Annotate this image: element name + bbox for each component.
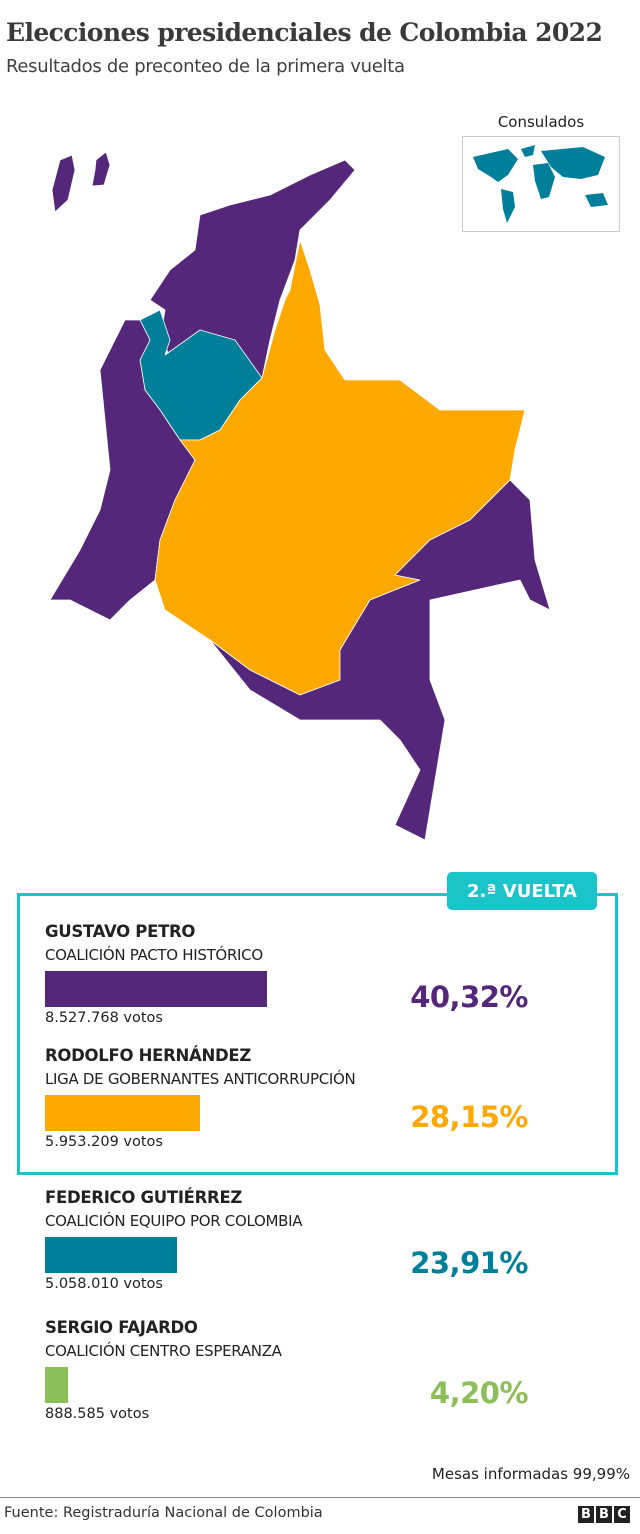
vote-bar [45, 1237, 177, 1273]
mesas-informadas: Mesas informadas 99,99% [431, 1465, 630, 1483]
candidate-party: COALICIÓN EQUIPO POR COLOMBIA [45, 1212, 303, 1230]
vote-percent: 4,20% [429, 1376, 529, 1410]
vote-bar [45, 971, 267, 1007]
vote-count: 5.953.209 votos [45, 1134, 163, 1150]
vote-count: 8.527.768 votos [45, 1010, 163, 1026]
vote-bar [45, 1095, 200, 1131]
colombia-map [49, 151, 551, 841]
region-pacific [49, 319, 196, 621]
page-subtitle: Resultados de preconteo de la primera vu… [6, 56, 405, 77]
candidate-name: SERGIO FAJARDO [45, 1318, 198, 1337]
candidate-gutierrez: FEDERICO GUTIÉRREZ COALICIÓN EQUIPO POR … [45, 1188, 605, 1292]
candidate-petro: GUSTAVO PETRO COALICIÓN PACTO HISTÓRICO … [45, 922, 605, 1026]
candidate-name: RODOLFO HERNÁNDEZ [45, 1046, 252, 1065]
consulates-world-map [462, 136, 620, 232]
page-title: Elecciones presidenciales de Colombia 20… [6, 18, 603, 47]
region-north-caribbean [149, 159, 356, 379]
vote-percent: 23,91% [410, 1246, 528, 1280]
candidate-fajardo: SERGIO FAJARDO COALICIÓN CENTRO ESPERANZ… [45, 1318, 605, 1422]
inset-label: Consulados [497, 113, 585, 131]
vote-count: 888.585 votos [45, 1406, 150, 1422]
vote-count: 5.058.010 votos [45, 1276, 163, 1292]
candidate-party: LIGA DE GOBERNANTES ANTICORRUPCIÓN [45, 1070, 356, 1088]
candidate-name: GUSTAVO PETRO [45, 922, 196, 941]
candidate-party: COALICIÓN PACTO HISTÓRICO [45, 946, 263, 964]
source-text: Fuente: Registraduría Nacional de Colomb… [4, 1505, 323, 1521]
candidate-name: FEDERICO GUTIÉRREZ [45, 1188, 243, 1207]
region-south-amazon [209, 479, 551, 841]
candidate-hernandez: RODOLFO HERNÁNDEZ LIGA DE GOBERNANTES AN… [45, 1046, 605, 1150]
vote-percent: 40,32% [410, 980, 528, 1014]
runoff-badge: 2.ª VUELTA [447, 872, 597, 910]
region-islands [51, 151, 111, 213]
candidate-party: COALICIÓN CENTRO ESPERANZA [45, 1342, 282, 1360]
runoff-box [17, 893, 618, 1175]
vote-percent: 28,15% [410, 1100, 528, 1134]
vote-bar [45, 1367, 69, 1403]
footer-divider [0, 1497, 640, 1498]
